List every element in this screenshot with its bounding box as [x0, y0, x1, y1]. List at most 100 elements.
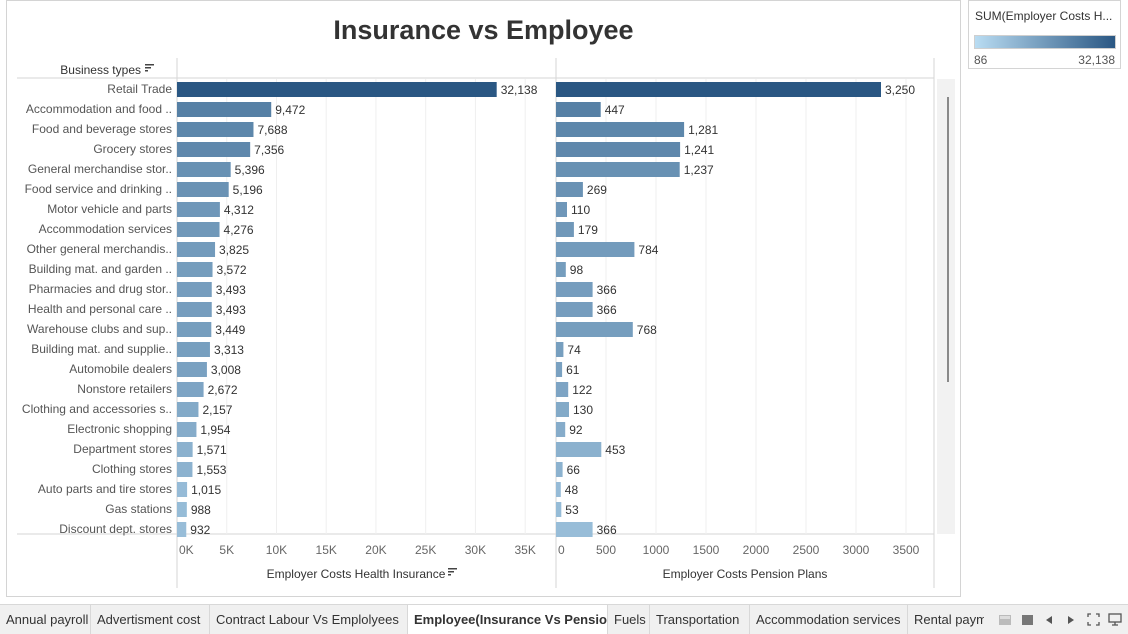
bar — [556, 502, 562, 517]
color-legend: SUM(Employer Costs H... 86 32,138 — [968, 0, 1121, 69]
bar — [556, 302, 593, 317]
legend-title: SUM(Employer Costs H... — [975, 9, 1113, 23]
category-label: Automobile dealers — [69, 362, 172, 376]
bar — [177, 362, 207, 377]
data-label: 9,472 — [275, 103, 305, 117]
bar — [177, 242, 216, 257]
data-label: 366 — [597, 283, 617, 297]
data-label: 3,449 — [215, 323, 245, 337]
x-tick-label: 35K — [514, 543, 535, 557]
tab-fuels[interactable]: Fuels — [608, 605, 650, 634]
data-label: 53 — [565, 503, 579, 517]
data-label: 1,015 — [191, 483, 221, 497]
data-label: 98 — [570, 263, 584, 277]
vertical-scrollbar[interactable] — [937, 79, 955, 534]
data-label: 269 — [587, 183, 607, 197]
bar — [556, 262, 566, 277]
bar — [177, 462, 193, 477]
bar — [556, 402, 569, 417]
bar — [177, 82, 497, 97]
category-label: Auto parts and tire stores — [38, 482, 172, 496]
tab-rental-payments[interactable]: Rental paym — [914, 612, 984, 627]
data-label: 130 — [573, 403, 593, 417]
data-label: 988 — [191, 503, 211, 517]
bar — [556, 422, 566, 437]
data-label: 5,396 — [235, 163, 265, 177]
dimension-header: Business types — [60, 63, 141, 77]
bar — [556, 482, 561, 497]
chart-title: Insurance vs Employee — [333, 15, 634, 45]
grid-view-icon[interactable] — [995, 605, 1015, 634]
category-label: Gas stations — [105, 502, 172, 516]
tab-annual-payroll[interactable]: Annual payroll — [0, 605, 91, 634]
category-label: Accommodation and food .. — [26, 102, 172, 116]
data-label: 1,241 — [684, 143, 714, 157]
data-label: 1,237 — [684, 163, 714, 177]
data-label: 7,688 — [257, 123, 287, 137]
category-label: Warehouse clubs and sup.. — [27, 322, 172, 336]
next-sheet-icon[interactable] — [1061, 605, 1081, 634]
fullscreen-icon[interactable] — [1083, 605, 1103, 634]
bar — [177, 342, 210, 357]
bar — [177, 522, 187, 537]
x-axis-title: Employer Costs Health Insurance — [267, 567, 446, 581]
x-tick-label: 500 — [596, 543, 616, 557]
category-label: Building mat. and supplie.. — [31, 342, 172, 356]
category-label: Discount dept. stores — [59, 522, 172, 536]
category-label: Other general merchandis.. — [27, 242, 172, 256]
bar — [177, 122, 254, 137]
data-label: 7,356 — [254, 143, 284, 157]
bar — [177, 422, 197, 437]
bar — [556, 122, 685, 137]
data-label: 3,008 — [211, 363, 241, 377]
tab-contract-labour[interactable]: Contract Labour Vs Emplolyees — [210, 605, 408, 634]
x-tick-label: 2000 — [743, 543, 770, 557]
filmstrip-icon[interactable] — [1017, 605, 1037, 634]
bar — [177, 162, 231, 177]
category-label: Building mat. and garden .. — [29, 262, 172, 276]
data-label: 48 — [565, 483, 579, 497]
bar — [177, 102, 272, 117]
legend-max-value: 32,138 — [1078, 53, 1115, 67]
scrollbar-thumb[interactable] — [947, 97, 949, 382]
bar — [177, 502, 187, 517]
bar — [177, 202, 220, 217]
category-label: Food service and drinking .. — [25, 182, 172, 196]
data-label: 768 — [637, 323, 657, 337]
bar — [556, 282, 593, 297]
prev-sheet-icon[interactable] — [1039, 605, 1059, 634]
presentation-icon[interactable] — [1105, 605, 1125, 634]
data-label: 2,157 — [202, 403, 232, 417]
x-tick-label: 30K — [465, 543, 486, 557]
data-label: 74 — [567, 343, 581, 357]
data-label: 447 — [605, 103, 625, 117]
category-label: Department stores — [73, 442, 172, 456]
x-axis-title: Employer Costs Pension Plans — [663, 567, 828, 581]
bar — [177, 142, 251, 157]
data-label: 1,571 — [197, 443, 227, 457]
data-label: 3,493 — [216, 303, 246, 317]
data-label: 4,276 — [224, 223, 254, 237]
data-label: 3,493 — [216, 283, 246, 297]
tab-transportation[interactable]: Transportation — [650, 605, 750, 634]
bar — [556, 102, 601, 117]
bar — [177, 382, 204, 397]
data-label: 2,672 — [208, 383, 238, 397]
tab-advertisment-cost[interactable]: Advertisment cost — [91, 605, 210, 634]
bar — [556, 382, 569, 397]
data-label: 3,250 — [885, 83, 915, 97]
data-label: 92 — [569, 423, 583, 437]
legend-color-ramp — [974, 35, 1116, 49]
bar-chart: Business types 0K 5K 10K 15K 20K 25K 30K 35K 32,1… — [17, 58, 935, 588]
data-label: 3,825 — [219, 243, 249, 257]
data-label: 1,954 — [200, 423, 230, 437]
category-label: Retail Trade — [107, 82, 172, 96]
category-label: Clothing and accessories s.. — [22, 402, 172, 416]
x-tick-label: 1000 — [643, 543, 670, 557]
data-label: 366 — [597, 523, 617, 537]
bar — [177, 442, 193, 457]
data-label: 61 — [566, 363, 580, 377]
tab-accommodation-services[interactable]: Accommodation services — [750, 605, 908, 634]
bar — [177, 482, 188, 497]
tab-employee-insurance-pension[interactable]: Employee(Insurance Vs Pensio... — [408, 605, 608, 634]
